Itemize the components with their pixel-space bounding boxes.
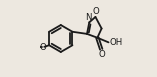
Text: N: N xyxy=(85,13,92,22)
Text: OH: OH xyxy=(109,38,122,47)
Text: O: O xyxy=(98,50,105,59)
Text: O: O xyxy=(92,7,99,16)
Text: O: O xyxy=(40,43,47,52)
